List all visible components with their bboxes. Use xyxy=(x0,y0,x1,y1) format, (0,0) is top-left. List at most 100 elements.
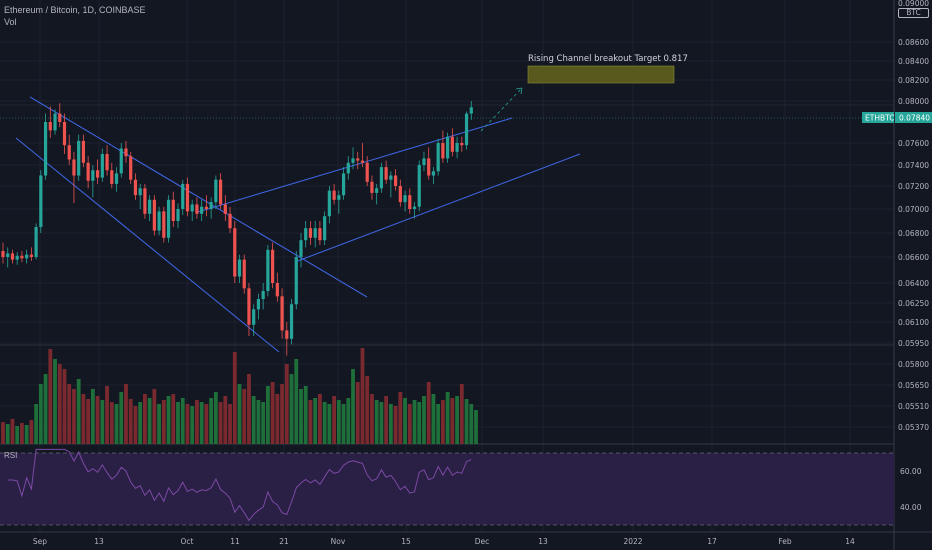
candle-body xyxy=(237,259,242,277)
price-tick-label: 0.08400 xyxy=(898,57,929,66)
candle-body xyxy=(446,136,450,159)
arrow-head xyxy=(515,87,523,95)
rsi-label: RSI xyxy=(4,451,18,460)
candle-body xyxy=(271,249,275,283)
volume-bar xyxy=(157,404,161,444)
candle-body xyxy=(256,299,261,310)
volume-bar xyxy=(228,404,232,444)
volume-bar xyxy=(100,400,105,444)
unit-top: 0.09000 xyxy=(898,0,930,8)
price-tick-label: 0.06250 xyxy=(898,299,929,308)
volume-bar xyxy=(403,398,407,444)
candle-body xyxy=(351,158,355,163)
candle-body xyxy=(280,296,284,331)
volume-bar xyxy=(251,396,256,444)
volume-bar xyxy=(464,399,469,444)
volume-bar xyxy=(422,396,426,444)
candle-body xyxy=(209,202,213,209)
trendline[interactable] xyxy=(29,96,368,298)
candle-body xyxy=(162,211,166,238)
volume-bar xyxy=(199,402,204,444)
candle-body xyxy=(77,140,81,176)
price-tick-label: 0.05650 xyxy=(898,381,929,390)
candle-body xyxy=(157,211,161,231)
volume-bar xyxy=(313,398,318,444)
trendline[interactable] xyxy=(15,137,280,353)
volume-bar xyxy=(124,384,128,444)
rsi-pane xyxy=(0,448,894,526)
trendline[interactable] xyxy=(197,117,513,213)
price-tick-label: 0.08600 xyxy=(898,38,929,47)
volume-bar xyxy=(455,396,459,444)
volume-bar xyxy=(171,394,176,444)
candle-body xyxy=(15,255,19,260)
time-tick-label: Nov xyxy=(331,537,346,546)
candle-body xyxy=(455,143,459,152)
volume-bar xyxy=(474,410,478,444)
candle-body xyxy=(25,254,29,259)
volume-bar xyxy=(161,400,166,444)
volume-bar xyxy=(195,400,199,444)
price-tick-label: 0.08000 xyxy=(898,97,929,106)
candle-body xyxy=(275,283,279,297)
candle-body xyxy=(53,113,57,131)
volume-bar xyxy=(346,398,351,444)
volume-bar xyxy=(180,398,185,444)
volume-bar xyxy=(204,404,209,444)
candle-body xyxy=(365,162,369,182)
volume-bar xyxy=(275,394,280,444)
price-tick-label: 0.05800 xyxy=(898,360,929,369)
candle-body xyxy=(200,206,204,214)
candle-body xyxy=(100,154,104,178)
volume-bar xyxy=(256,400,261,444)
volume-bar xyxy=(242,389,247,444)
volume-bar xyxy=(232,352,237,444)
volume-bar xyxy=(237,384,242,444)
candle-body xyxy=(403,195,407,203)
volume-bar xyxy=(303,386,308,444)
volume-label: Vol xyxy=(4,17,17,27)
candle-body xyxy=(195,204,199,214)
volume-bar xyxy=(445,392,450,444)
volume-bar xyxy=(388,404,393,444)
time-tick-label: Dec xyxy=(475,537,490,546)
volume-bar xyxy=(355,382,360,444)
price-tick-label: 0.05950 xyxy=(898,339,929,348)
price-tick-label: 0.07000 xyxy=(898,205,929,214)
candle-body xyxy=(408,195,412,209)
volume-bar xyxy=(95,396,100,444)
time-tick-label: 21 xyxy=(279,537,289,546)
candle-body xyxy=(190,204,194,212)
candle-body xyxy=(436,143,440,172)
candle-body xyxy=(58,113,62,122)
price-tick-label: 0.06400 xyxy=(898,279,929,288)
volume-bar xyxy=(109,402,114,444)
volume-bar xyxy=(213,392,218,444)
last-price-tag: ETHBTC 0.07840 xyxy=(0,112,932,123)
volume-bar xyxy=(426,382,431,444)
volume-bar xyxy=(370,394,374,444)
candle-body xyxy=(294,257,298,305)
volume-bar xyxy=(450,398,455,444)
candle-body xyxy=(299,240,303,257)
target-annotation[interactable]: Rising Channel breakout Target 0.817 xyxy=(480,54,688,132)
volume-bar xyxy=(20,423,24,444)
volume-bar xyxy=(133,406,138,444)
trendline[interactable] xyxy=(294,153,581,263)
volume-bar xyxy=(105,386,109,444)
candle-body xyxy=(379,167,383,189)
volume-bar xyxy=(90,389,95,444)
candle-body xyxy=(148,199,152,214)
volume-bar xyxy=(327,404,332,444)
candle-body xyxy=(318,228,322,241)
volume-bar xyxy=(379,402,384,444)
price-tick-label: 0.07400 xyxy=(898,161,929,170)
candle-body xyxy=(204,206,208,209)
time-tick-label: Oct xyxy=(181,537,194,546)
candle-body xyxy=(313,228,317,238)
trendlines[interactable] xyxy=(15,96,581,353)
volume-bar xyxy=(265,386,270,444)
target-box[interactable] xyxy=(527,65,675,84)
candle-body xyxy=(20,255,24,259)
